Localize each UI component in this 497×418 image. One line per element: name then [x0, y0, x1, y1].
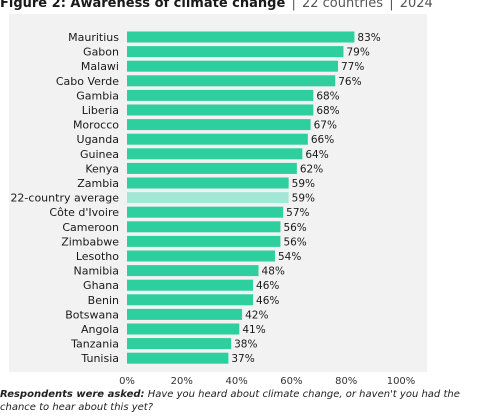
chart-title: Figure 2: Awareness of climate change | …: [0, 0, 497, 14]
category-label-tanzania: Tanzania: [70, 338, 119, 351]
footnote-text: Have you heard about climate change, or …: [0, 389, 460, 413]
value-label-cameroon: 56%: [283, 222, 306, 234]
bar-cameroon: [127, 221, 281, 233]
category-label-kenya: Kenya: [85, 162, 119, 175]
value-label-botswana: 42%: [245, 309, 268, 321]
category-label-lesotho: Lesotho: [76, 250, 119, 263]
category-label-mauritius: Mauritius: [68, 31, 119, 44]
value-label-angola: 41%: [242, 324, 265, 336]
x-tick-label-0: 0%: [119, 376, 135, 387]
category-label-cote-d-ivoire: Côte d'Ivoire: [49, 206, 119, 219]
value-label-gambia: 68%: [316, 90, 339, 102]
category-label-morocco: Morocco: [73, 119, 119, 132]
title-separator-2: |: [389, 0, 394, 11]
value-label-namibia: 48%: [262, 266, 285, 278]
value-label-ghana: 46%: [256, 280, 279, 292]
value-label-gabon: 79%: [346, 47, 369, 59]
value-label-liberia: 68%: [316, 105, 339, 117]
category-label-gambia: Gambia: [76, 89, 119, 102]
chart-subtitle-countries: 22 countries: [301, 0, 384, 11]
category-label-zambia: Zambia: [77, 177, 119, 190]
value-label-22-country-average: 59%: [292, 193, 315, 205]
category-label-angola: Angola: [81, 323, 119, 336]
bar-tunisia: [127, 352, 229, 364]
value-label-zimbabwe: 56%: [283, 236, 306, 248]
value-label-cote-d-ivoire: 57%: [286, 207, 309, 219]
category-label-ghana: Ghana: [83, 279, 119, 292]
value-label-zambia: 59%: [292, 178, 315, 190]
bar-zimbabwe: [127, 235, 281, 247]
value-label-tanzania: 38%: [234, 339, 257, 351]
bar-lesotho: [127, 250, 275, 262]
category-label-22-country-average: 22-country average: [10, 192, 119, 205]
bar-mauritius: [127, 31, 355, 43]
category-label-tunisia: Tunisia: [80, 352, 119, 365]
bar-kenya: [127, 162, 297, 174]
value-label-tunisia: 37%: [231, 353, 254, 365]
value-label-lesotho: 54%: [278, 251, 301, 263]
value-label-malawi: 77%: [341, 61, 364, 73]
value-label-cabo-verde: 76%: [338, 76, 361, 88]
category-label-liberia: Liberia: [82, 104, 119, 117]
value-label-uganda: 66%: [311, 134, 334, 146]
bar-gambia: [127, 89, 314, 101]
title-separator-1: |: [291, 0, 296, 11]
footnote-lead: Respondents were asked:: [0, 389, 145, 400]
value-label-mauritius: 83%: [357, 32, 380, 44]
bar-namibia: [127, 265, 259, 277]
category-label-cabo-verde: Cabo Verde: [56, 75, 119, 88]
category-label-malawi: Malawi: [81, 60, 119, 73]
value-label-guinea: 64%: [305, 149, 328, 161]
x-tick-label-40: 40%: [225, 376, 247, 387]
bar-uganda: [127, 133, 308, 145]
bar-angola: [127, 323, 240, 335]
category-label-cameroon: Cameroon: [62, 221, 119, 234]
bar-morocco: [127, 119, 311, 131]
bar-tanzania: [127, 338, 232, 350]
footnote: Respondents were asked: Have you heard a…: [0, 388, 497, 414]
bar-botswana: [127, 308, 243, 320]
category-label-namibia: Namibia: [73, 265, 119, 278]
chart-title-main: Figure 2: Awareness of climate change: [0, 0, 286, 11]
category-label-zimbabwe: Zimbabwe: [61, 235, 119, 248]
x-tick-label-100: 100%: [387, 376, 416, 387]
bar-benin: [127, 294, 254, 306]
value-label-benin: 46%: [256, 295, 279, 307]
category-label-botswana: Botswana: [65, 308, 119, 321]
x-tick-label-60: 60%: [280, 376, 302, 387]
bar-malawi: [127, 60, 338, 72]
value-label-morocco: 67%: [314, 120, 337, 132]
bar-liberia: [127, 104, 314, 116]
bar-cabo-verde: [127, 75, 336, 87]
bar-zambia: [127, 177, 289, 189]
bar-22-country-average: [127, 192, 289, 204]
x-tick-label-20: 20%: [171, 376, 193, 387]
category-label-benin: Benin: [88, 294, 119, 307]
bar-ghana: [127, 279, 254, 291]
chart-subtitle-year: 2024: [399, 0, 433, 11]
bar-guinea: [127, 148, 303, 160]
category-label-guinea: Guinea: [80, 148, 119, 161]
bar-cote-d-ivoire: [127, 206, 284, 218]
category-label-gabon: Gabon: [83, 46, 119, 59]
bar-gabon: [127, 46, 344, 58]
x-tick-label-80: 80%: [335, 376, 357, 387]
value-label-kenya: 62%: [300, 163, 323, 175]
category-label-uganda: Uganda: [77, 133, 119, 146]
